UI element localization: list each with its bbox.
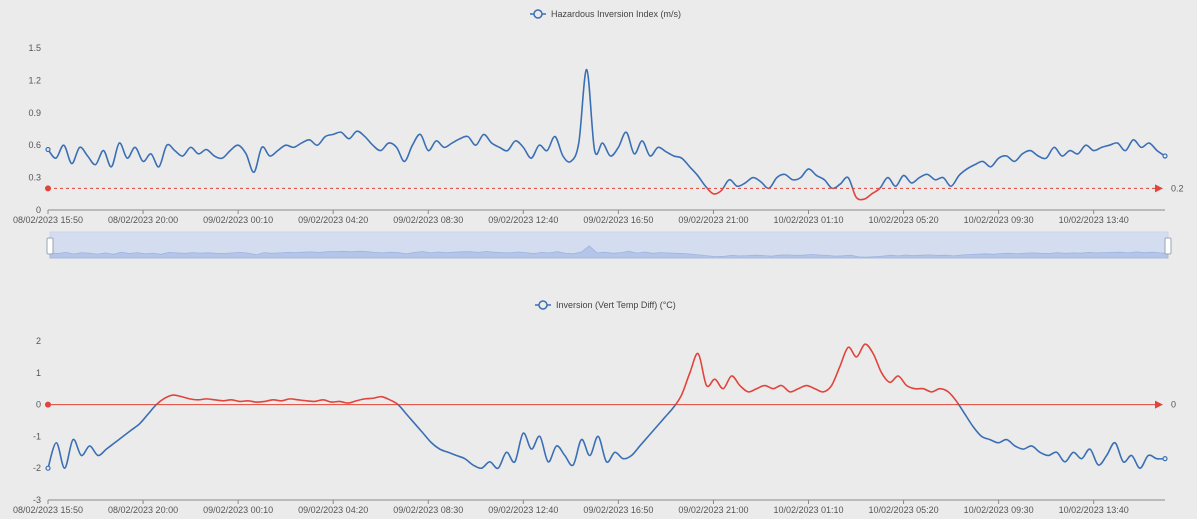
threshold-label: 0 bbox=[1171, 400, 1176, 410]
x-tick-label: 10/02/2023 09:30 bbox=[964, 215, 1034, 225]
threshold-start-marker bbox=[45, 185, 51, 192]
x-tick-label: 09/02/2023 04:20 bbox=[298, 505, 368, 515]
threshold-arrow-icon bbox=[1155, 184, 1163, 193]
x-tick-label: 10/02/2023 13:40 bbox=[1059, 215, 1129, 225]
x-tick-label: 08/02/2023 20:00 bbox=[108, 215, 178, 225]
x-tick-label: 10/02/2023 05:20 bbox=[869, 505, 939, 515]
legend-marker-icon bbox=[533, 9, 543, 19]
data-point[interactable] bbox=[45, 465, 51, 471]
chart1-legend[interactable]: Hazardous Inversion Index (m/s) bbox=[530, 9, 681, 19]
y-tick-label: -1 bbox=[33, 431, 41, 441]
zoom-preview-area bbox=[49, 245, 1169, 259]
x-tick-label: 09/02/2023 08:30 bbox=[393, 505, 463, 515]
y-tick-label: 2 bbox=[36, 336, 41, 346]
y-tick-label: 0.9 bbox=[28, 108, 41, 118]
y-tick-label: 1.2 bbox=[28, 75, 41, 85]
y-tick-label: 1.5 bbox=[28, 43, 41, 53]
y-tick-label: -2 bbox=[33, 463, 41, 473]
threshold-label: 0.2 bbox=[1171, 183, 1184, 193]
series-line-lower[interactable] bbox=[47, 344, 1166, 470]
x-tick-label: 10/02/2023 01:10 bbox=[773, 505, 843, 515]
chart1-plot: 0 0.3 0.6 0.9 1.2 1.5 08/02/2023 15:50 08/02/20… bbox=[13, 43, 1184, 225]
x-tick-label: 08/02/2023 15:50 bbox=[13, 505, 83, 515]
x-tick-label: 09/02/2023 16:50 bbox=[583, 505, 653, 515]
x-tick-label: 09/02/2023 00:10 bbox=[203, 505, 273, 515]
y-tick-label: 1 bbox=[36, 368, 41, 378]
y-tick-label: 0 bbox=[36, 205, 41, 215]
threshold-start-marker bbox=[45, 401, 51, 408]
zoom-handle-right[interactable] bbox=[1164, 237, 1172, 255]
x-tick-label: 10/02/2023 05:20 bbox=[869, 215, 939, 225]
data-point[interactable] bbox=[45, 146, 51, 153]
chart1-legend-label: Hazardous Inversion Index (m/s) bbox=[551, 9, 681, 19]
data-point[interactable] bbox=[1162, 456, 1168, 462]
x-tick-label: 09/02/2023 21:00 bbox=[678, 505, 748, 515]
x-tick-label: 09/02/2023 00:10 bbox=[203, 215, 273, 225]
series-line-upper[interactable] bbox=[47, 68, 1166, 200]
x-tick-label: 09/02/2023 04:20 bbox=[298, 215, 368, 225]
x-tick-label: 10/02/2023 09:30 bbox=[964, 505, 1034, 515]
data-point[interactable] bbox=[1162, 153, 1168, 159]
y-tick-label: 0.6 bbox=[28, 140, 41, 150]
legend-marker-icon bbox=[538, 300, 548, 310]
x-tick-label: 09/02/2023 21:00 bbox=[678, 215, 748, 225]
y-tick-label: 0 bbox=[36, 400, 41, 410]
threshold-arrow-icon bbox=[1155, 400, 1163, 409]
zoom-handle-left[interactable] bbox=[46, 237, 54, 255]
x-tick-label: 09/02/2023 08:30 bbox=[393, 215, 463, 225]
x-tick-label: 09/02/2023 16:50 bbox=[583, 215, 653, 225]
x-tick-label: 08/02/2023 15:50 bbox=[13, 215, 83, 225]
chart2-plot: -3 -2 -1 0 1 2 08/02/2023 15:50 08/02/2023 20:0… bbox=[13, 336, 1176, 515]
chart2-legend[interactable]: Inversion (Vert Temp Diff) (°C) bbox=[535, 300, 676, 310]
y-tick-label: 0.3 bbox=[28, 173, 41, 183]
data-zoom-slider[interactable] bbox=[46, 231, 1172, 259]
x-tick-label: 10/02/2023 13:40 bbox=[1059, 505, 1129, 515]
y-tick-label: -3 bbox=[33, 495, 41, 505]
x-tick-label: 10/02/2023 01:10 bbox=[773, 215, 843, 225]
chart2-legend-label: Inversion (Vert Temp Diff) (°C) bbox=[556, 300, 676, 310]
series-line-upper[interactable] bbox=[48, 343, 1165, 468]
x-tick-label: 09/02/2023 12:40 bbox=[488, 215, 558, 225]
x-tick-label: 09/02/2023 12:40 bbox=[488, 505, 558, 515]
series-line-lower[interactable] bbox=[48, 70, 1165, 201]
x-tick-label: 08/02/2023 20:00 bbox=[108, 505, 178, 515]
